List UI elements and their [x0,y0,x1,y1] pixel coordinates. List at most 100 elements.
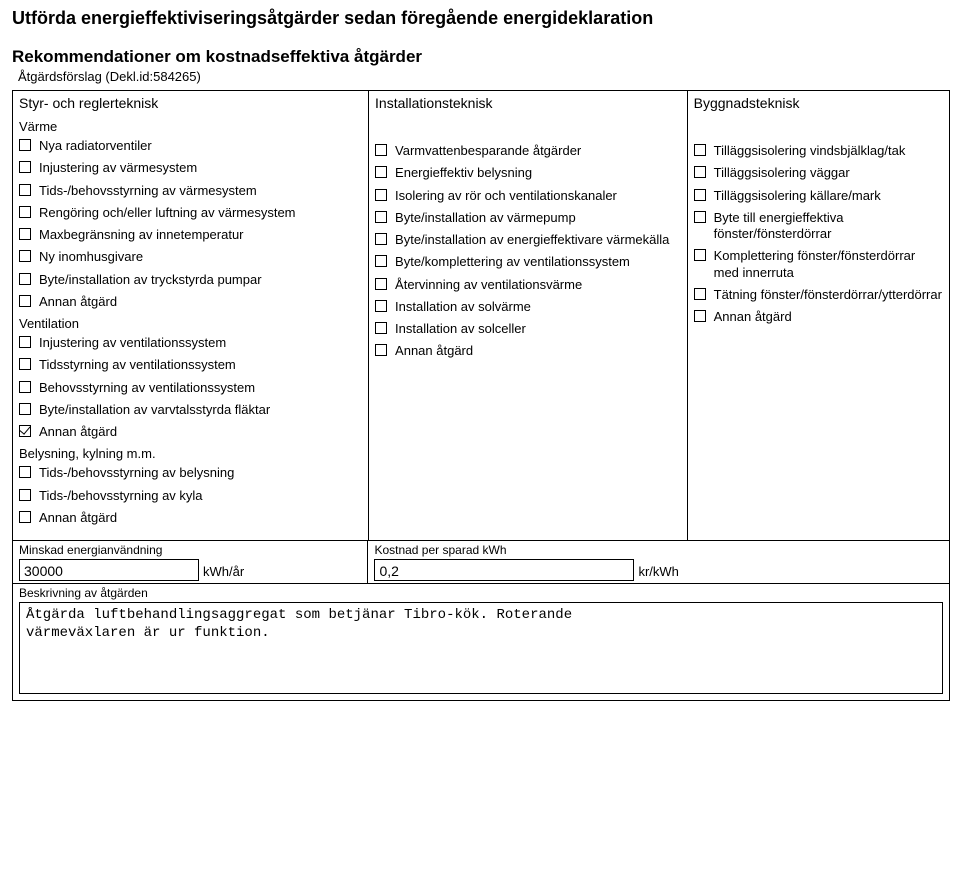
checkbox-item[interactable]: Annan åtgärd [19,424,362,440]
minskad-unit: kWh/år [203,564,244,581]
checkbox-label: Isolering av rör och ventilationskanaler [395,188,617,204]
beskr-text[interactable]: Åtgärda luftbehandlingsaggregat som betj… [19,602,943,694]
checkbox-item[interactable]: Byte/installation av energieffektivare v… [375,232,681,248]
checkbox-item[interactable]: Annan åtgärd [694,309,943,325]
checkbox-item[interactable]: Tilläggsisolering väggar [694,165,943,181]
col-head-1: Styr- och reglerteknisk [19,95,362,111]
checkbox-icon[interactable] [19,139,31,151]
checkbox-icon[interactable] [694,189,706,201]
checkbox-item[interactable]: Isolering av rör och ventilationskanaler [375,188,681,204]
checkbox-item[interactable]: Tids-/behovsstyrning av värmesystem [19,183,362,199]
checkbox-item[interactable]: Installation av solvärme [375,299,681,315]
checkbox-icon[interactable] [694,166,706,178]
checkbox-item[interactable]: Tids-/behovsstyrning av kyla [19,488,362,504]
checkbox-item[interactable]: Byte/installation av värmepump [375,210,681,226]
checkbox-label: Tids-/behovsstyrning av belysning [39,465,234,481]
checkbox-icon[interactable] [19,184,31,196]
checkbox-icon[interactable] [375,344,387,356]
checkbox-icon[interactable] [19,228,31,240]
checkbox-icon[interactable] [19,466,31,478]
checkbox-icon[interactable] [375,166,387,178]
checkbox-label: Tids-/behovsstyrning av värmesystem [39,183,257,199]
checkbox-icon[interactable] [375,255,387,267]
checkbox-item[interactable]: Nya radiatorventiler [19,138,362,154]
checkbox-label: Injustering av ventilationssystem [39,335,226,351]
checkbox-label: Byte/installation av varvtalsstyrda fläk… [39,402,270,418]
checkbox-label: Varmvattenbesparande åtgärder [395,143,581,159]
checkbox-item[interactable]: Tilläggsisolering vindsbjälklag/tak [694,143,943,159]
checkbox-label: Tidsstyrning av ventilationssystem [39,357,236,373]
checkbox-item[interactable]: Byte/komplettering av ventilationssystem [375,254,681,270]
minskad-value[interactable]: 30000 [19,559,199,581]
checkbox-item[interactable]: Injustering av värmesystem [19,160,362,176]
checkbox-label: Maxbegränsning av innetemperatur [39,227,244,243]
checkbox-label: Annan åtgärd [39,510,117,526]
checkbox-item[interactable]: Annan åtgärd [375,343,681,359]
checkbox-icon[interactable] [19,403,31,415]
checkbox-icon[interactable] [19,489,31,501]
minskad-label: Minskad energianvändning [19,543,361,557]
checkbox-item[interactable]: Varmvattenbesparande åtgärder [375,143,681,159]
checkbox-icon[interactable] [694,249,706,261]
checkbox-icon[interactable] [694,144,706,156]
checkbox-item[interactable]: Tätning fönster/fönsterdörrar/ytterdörra… [694,287,943,303]
checkbox-icon[interactable] [375,278,387,290]
checkbox-label: Nya radiatorventiler [39,138,152,154]
page-title-1: Utförda energieffektiviseringsåtgärder s… [12,8,950,29]
kostnad-box: Kostnad per sparad kWh 0,2 kr/kWh [368,541,950,584]
checkbox-item[interactable]: Installation av solceller [375,321,681,337]
rec-title: Rekommendationer om kostnadseffektiva åt… [12,47,950,67]
kostnad-unit: kr/kWh [638,564,678,581]
checkbox-label: Injustering av värmesystem [39,160,197,176]
checkbox-item[interactable]: Byte/installation av varvtalsstyrda fläk… [19,402,362,418]
group-bel: Belysning, kylning m.m. [19,446,362,461]
checkbox-icon[interactable] [19,425,31,437]
checkbox-icon[interactable] [375,322,387,334]
checkbox-label: Tilläggsisolering källare/mark [714,188,881,204]
checkbox-item[interactable]: Maxbegränsning av innetemperatur [19,227,362,243]
checkbox-label: Energieffektiv belysning [395,165,532,181]
checkbox-label: Behovsstyrning av ventilationssystem [39,380,255,396]
checkbox-item[interactable]: Tidsstyrning av ventilationssystem [19,357,362,373]
checkbox-icon[interactable] [375,300,387,312]
checkbox-item[interactable]: Energieffektiv belysning [375,165,681,181]
col-bygg: Byggnadsteknisk Tilläggsisolering vindsb… [687,91,949,541]
col-install: Installationsteknisk Varmvattenbesparand… [369,91,688,541]
checkbox-icon[interactable] [694,310,706,322]
checkbox-item[interactable]: Komplettering fönster/fönsterdörrar med … [694,248,943,281]
checkbox-icon[interactable] [375,233,387,245]
checkbox-item[interactable]: Annan åtgärd [19,510,362,526]
checkbox-icon[interactable] [19,381,31,393]
checkbox-label: Rengöring och/eller luftning av värmesys… [39,205,296,221]
checkbox-item[interactable]: Annan åtgärd [19,294,362,310]
checkbox-item[interactable]: Återvinning av ventilationsvärme [375,277,681,293]
checkbox-icon[interactable] [19,336,31,348]
checkbox-item[interactable]: Byte till energieffektiva fönster/fönste… [694,210,943,243]
checkbox-item[interactable]: Rengöring och/eller luftning av värmesys… [19,205,362,221]
kostnad-label: Kostnad per sparad kWh [374,543,943,557]
checkbox-icon[interactable] [375,189,387,201]
checkbox-icon[interactable] [19,250,31,262]
checkbox-item[interactable]: Byte/installation av tryckstyrda pumpar [19,272,362,288]
checkbox-icon[interactable] [19,273,31,285]
checkbox-icon[interactable] [19,511,31,523]
checkbox-icon[interactable] [694,211,706,223]
checkbox-item[interactable]: Tids-/behovsstyrning av belysning [19,465,362,481]
checkbox-item[interactable]: Ny inomhusgivare [19,249,362,265]
checkbox-icon[interactable] [19,358,31,370]
checkbox-item[interactable]: Injustering av ventilationssystem [19,335,362,351]
checkbox-item[interactable]: Tilläggsisolering källare/mark [694,188,943,204]
checkbox-icon[interactable] [19,206,31,218]
checkbox-icon[interactable] [375,144,387,156]
checkbox-icon[interactable] [19,295,31,307]
checkbox-label: Ny inomhusgivare [39,249,143,265]
kostnad-value[interactable]: 0,2 [374,559,634,581]
checkbox-label: Installation av solceller [395,321,526,337]
checkbox-item[interactable]: Behovsstyrning av ventilationssystem [19,380,362,396]
checkbox-icon[interactable] [375,211,387,223]
checkbox-icon[interactable] [19,161,31,173]
beskr-box: Beskrivning av åtgärden Åtgärda luftbeha… [12,584,950,701]
checkbox-icon[interactable] [694,288,706,300]
checkbox-label: Tids-/behovsstyrning av kyla [39,488,203,504]
checkbox-label: Annan åtgärd [39,424,117,440]
